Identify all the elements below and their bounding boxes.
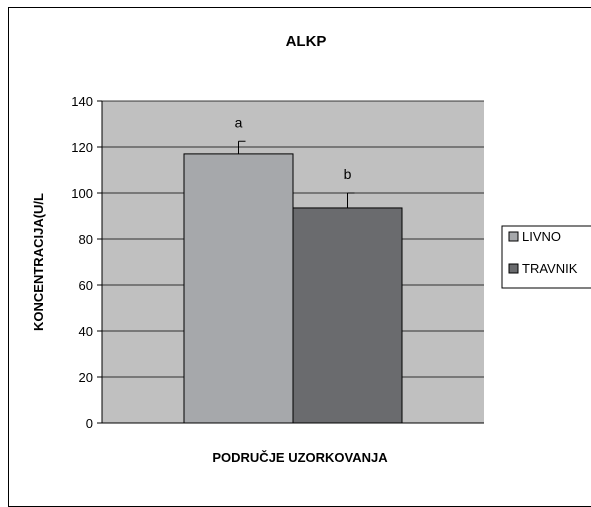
- bar-livno: [183, 153, 294, 424]
- y-tick-label: 20: [79, 370, 93, 385]
- legend: LIVNO TRAVNIK: [501, 225, 591, 289]
- significance-label: a: [235, 114, 243, 130]
- y-axis-title: KONCENTRACIJA(U/L: [31, 193, 46, 331]
- y-tick-label: 40: [79, 324, 93, 339]
- chart-title: ALKP: [286, 33, 327, 50]
- x-axis-title: PODRUČJE UZORKOVANJA: [212, 450, 388, 465]
- legend-label-travnik: TRAVNIK: [522, 261, 578, 276]
- y-tick-label: 60: [79, 278, 93, 293]
- legend-swatch-livno: [508, 231, 519, 242]
- y-axis-ticks: 0 20 40 60 80 100 120 140: [71, 94, 102, 431]
- y-tick-label: 120: [71, 140, 93, 155]
- y-tick-label: 0: [86, 416, 93, 431]
- legend-swatch-travnik: [508, 263, 519, 274]
- legend-label-livno: LIVNO: [522, 229, 561, 244]
- y-tick-label: 140: [71, 94, 93, 109]
- y-tick-label: 100: [71, 186, 93, 201]
- bars: ab: [183, 114, 403, 424]
- y-tick-label: 80: [79, 232, 93, 247]
- significance-label: b: [344, 166, 352, 182]
- bar-travnik: [292, 207, 403, 424]
